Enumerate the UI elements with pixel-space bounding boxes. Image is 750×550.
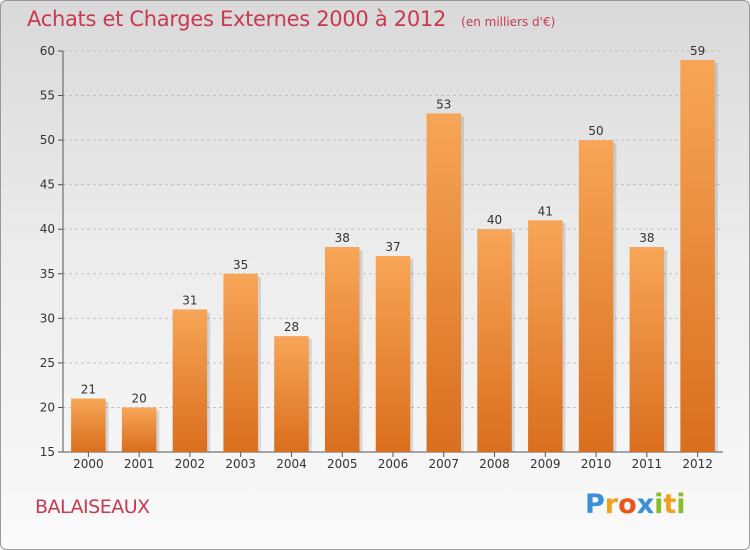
logo-letter: P	[585, 489, 605, 520]
bar-2001	[121, 407, 157, 452]
value-label: 31	[182, 293, 197, 307]
y-tick-label: 60	[40, 44, 55, 58]
x-tick-label: 2000	[73, 457, 104, 471]
x-tick-label: 2011	[632, 457, 663, 471]
logo-letter: x	[636, 489, 655, 520]
bar-2006	[375, 255, 411, 452]
y-tick-label: 40	[40, 222, 55, 236]
bar-2010	[578, 140, 614, 452]
proxiti-logo[interactable]: Proxiti	[585, 489, 686, 520]
value-label: 20	[132, 391, 147, 405]
commune-name: BALAISEAUX	[35, 496, 150, 518]
chart-title: Achats et Charges Externes 2000 à 2012	[27, 7, 447, 31]
y-tick-label: 20	[40, 400, 55, 414]
chart-unit: (en milliers d'€)	[461, 15, 556, 29]
value-label: 59	[690, 44, 705, 58]
value-label: 37	[385, 240, 400, 254]
title-row: Achats et Charges Externes 2000 à 2012 (…	[27, 7, 555, 31]
bar-2012	[680, 59, 715, 453]
x-tick-label: 2009	[530, 457, 561, 471]
logo-letter: i	[654, 489, 664, 520]
x-tick-label: 2012	[682, 457, 713, 471]
bar-2005	[324, 247, 360, 452]
axis-layer: 15 20 25 30 35 40 45 50 55 60 2000 2001 2002 2003 2004…	[40, 44, 723, 471]
y-tick-label: 30	[40, 311, 55, 325]
y-tick-label: 25	[40, 356, 55, 370]
bar-layer	[71, 59, 718, 453]
value-label: 40	[487, 213, 502, 227]
y-tick-label: 35	[40, 267, 55, 281]
y-tick-label: 45	[40, 178, 55, 192]
bar-2009	[528, 220, 563, 452]
x-tick-label: 2010	[581, 457, 612, 471]
bar-2000	[71, 398, 106, 452]
bar-2008	[477, 229, 512, 452]
x-tick-label: 2004	[276, 457, 307, 471]
label-layer: 21 20 31 35 28 38 37 53 40 41 50 38 59	[81, 44, 706, 406]
bar-2002	[172, 309, 208, 452]
logo-letter: t	[663, 489, 677, 520]
x-tick-label: 2002	[175, 457, 206, 471]
value-label: 28	[284, 320, 299, 334]
bar-2003	[223, 273, 258, 452]
y-tick-label: 55	[40, 89, 55, 103]
bar-2007	[426, 113, 462, 452]
value-label: 35	[233, 258, 248, 272]
value-label: 38	[335, 231, 350, 245]
value-label: 53	[436, 97, 451, 111]
value-label: 21	[81, 383, 96, 397]
x-tick-label: 2001	[124, 457, 155, 471]
y-tick-label: 50	[40, 133, 55, 147]
y-tick-label: 15	[40, 445, 55, 459]
logo-letter: i	[676, 489, 686, 520]
x-tick-label: 2008	[479, 457, 510, 471]
logo-letter: r	[604, 489, 619, 520]
bar-2011	[629, 247, 665, 452]
value-label: 50	[588, 124, 603, 138]
logo-letter: o	[618, 489, 637, 520]
value-label: 41	[538, 204, 553, 218]
bar-2004	[274, 336, 309, 452]
x-tick-label: 2003	[225, 457, 256, 471]
x-tick-label: 2006	[378, 457, 409, 471]
x-tick-label: 2005	[327, 457, 358, 471]
value-label: 38	[639, 231, 654, 245]
x-tick-label: 2007	[428, 457, 459, 471]
